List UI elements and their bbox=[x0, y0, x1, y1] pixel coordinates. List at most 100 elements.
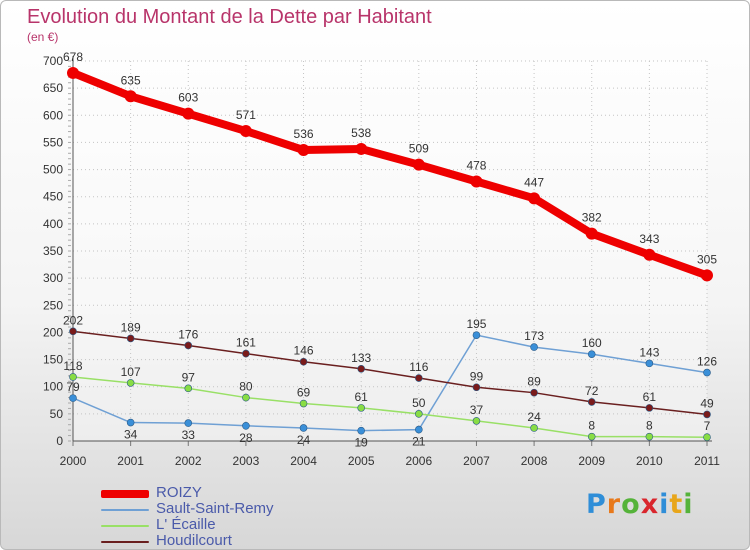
data-point bbox=[472, 417, 481, 425]
line-chart: 0501001502002503003504004505005506006507… bbox=[43, 50, 720, 468]
series-line bbox=[69, 68, 711, 280]
data-label: 189 bbox=[121, 320, 141, 334]
x-tick-label: 2002 bbox=[175, 454, 202, 468]
data-label: 8 bbox=[646, 419, 653, 433]
data-point bbox=[184, 384, 193, 393]
x-tick-label: 2003 bbox=[233, 454, 260, 468]
data-label: 7 bbox=[704, 419, 711, 433]
data-label: 678 bbox=[63, 50, 83, 64]
y-tick-label: 150 bbox=[43, 353, 63, 367]
legend-swatch bbox=[101, 525, 149, 527]
data-label: 69 bbox=[297, 386, 311, 400]
data-point bbox=[299, 399, 308, 408]
y-tick-label: 350 bbox=[43, 244, 63, 258]
data-label: 160 bbox=[582, 336, 602, 350]
data-label: 8 bbox=[588, 419, 595, 433]
data-label: 72 bbox=[585, 384, 599, 398]
data-label: 382 bbox=[582, 211, 602, 225]
data-point bbox=[530, 388, 538, 397]
data-label: 116 bbox=[409, 360, 428, 374]
data-label: 536 bbox=[294, 127, 314, 141]
y-tick-label: 600 bbox=[43, 108, 63, 122]
data-label: 133 bbox=[351, 351, 371, 365]
data-point bbox=[530, 424, 538, 432]
data-label: 21 bbox=[412, 435, 426, 449]
data-point bbox=[357, 404, 365, 412]
data-label: 202 bbox=[63, 313, 83, 327]
data-point bbox=[297, 144, 310, 157]
data-label: 61 bbox=[355, 390, 369, 404]
data-point bbox=[126, 334, 135, 343]
chart-title: Evolution du Montant de la Dette par Hab… bbox=[27, 6, 432, 28]
data-point bbox=[355, 142, 368, 155]
data-label: 478 bbox=[466, 159, 486, 173]
data-point bbox=[415, 425, 423, 434]
logo-letter: P bbox=[586, 489, 607, 520]
data-label: 99 bbox=[470, 369, 484, 383]
data-point bbox=[126, 379, 135, 387]
series-line bbox=[72, 376, 708, 438]
data-label: 173 bbox=[524, 329, 544, 343]
data-point bbox=[587, 398, 596, 406]
data-label: 538 bbox=[351, 126, 371, 140]
y-tick-label: 200 bbox=[43, 325, 63, 339]
y-tick-label: 300 bbox=[43, 271, 63, 285]
data-point bbox=[643, 248, 656, 261]
data-label: 305 bbox=[697, 252, 717, 266]
chart-subtitle: (en €) bbox=[27, 30, 59, 44]
data-label: 34 bbox=[124, 428, 138, 442]
data-label: 107 bbox=[121, 365, 141, 379]
y-tick-label: 650 bbox=[43, 81, 63, 95]
data-point bbox=[472, 383, 481, 392]
data-label: 195 bbox=[466, 317, 486, 331]
data-label: 37 bbox=[470, 403, 484, 417]
data-label: 603 bbox=[178, 91, 198, 105]
data-label: 447 bbox=[524, 175, 544, 189]
data-label: 176 bbox=[178, 327, 198, 341]
y-tick-label: 500 bbox=[43, 163, 63, 177]
legend-swatch bbox=[101, 541, 149, 543]
data-point bbox=[357, 426, 365, 435]
data-point bbox=[530, 343, 538, 351]
y-tick-label: 450 bbox=[43, 190, 63, 204]
data-point bbox=[69, 327, 77, 336]
data-point bbox=[415, 410, 423, 418]
data-label: 571 bbox=[236, 108, 256, 122]
y-tick-label: 50 bbox=[50, 407, 64, 421]
data-point bbox=[239, 125, 252, 138]
data-label: 28 bbox=[239, 431, 253, 445]
y-tick-label: 550 bbox=[43, 135, 63, 149]
data-point bbox=[415, 374, 423, 382]
data-label: 635 bbox=[121, 73, 141, 87]
data-label: 126 bbox=[697, 355, 717, 369]
data-label: 24 bbox=[527, 410, 541, 424]
y-tick-label: 100 bbox=[43, 380, 63, 394]
data-label: 161 bbox=[236, 336, 256, 350]
data-label: 509 bbox=[409, 142, 429, 156]
data-point bbox=[69, 373, 77, 381]
data-point bbox=[587, 350, 596, 358]
data-point bbox=[242, 421, 250, 430]
proxiti-logo: Proxiti bbox=[586, 489, 694, 520]
data-point bbox=[124, 90, 137, 103]
data-label: 19 bbox=[355, 436, 369, 450]
x-tick-label: 2008 bbox=[521, 454, 548, 468]
data-label: 61 bbox=[643, 390, 657, 404]
data-point bbox=[645, 359, 654, 368]
data-label: 33 bbox=[182, 428, 196, 442]
data-label: 24 bbox=[297, 433, 311, 447]
x-tick-label: 2010 bbox=[636, 454, 663, 468]
legend-label: Houdilcourt bbox=[156, 532, 232, 549]
legend-label: Sault-Saint-Remy bbox=[156, 500, 274, 517]
data-point bbox=[412, 158, 425, 171]
x-tick-label: 2005 bbox=[348, 454, 375, 468]
data-point bbox=[587, 432, 596, 441]
data-point bbox=[67, 66, 79, 79]
x-tick-label: 2001 bbox=[117, 454, 144, 468]
x-tick-label: 2004 bbox=[290, 454, 317, 468]
data-point bbox=[645, 432, 654, 441]
legend-label: ROIZY bbox=[156, 484, 202, 501]
data-label: 79 bbox=[66, 380, 80, 394]
data-point bbox=[585, 227, 598, 240]
